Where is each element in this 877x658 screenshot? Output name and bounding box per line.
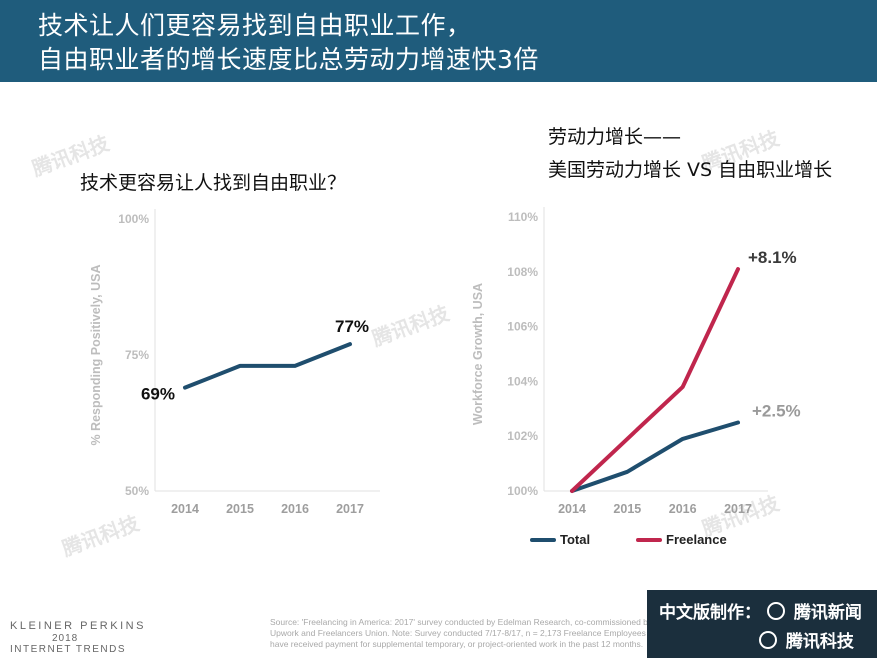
y-axis-label: Workforce Growth, USA bbox=[471, 283, 485, 425]
legend-label-total: Total bbox=[560, 532, 591, 547]
y-tick-label: 108% bbox=[507, 265, 538, 279]
credit-logo-icon bbox=[766, 602, 785, 620]
right-line-chart: 100% 102% 104% 106% 108% 110% 2014 2015 2016 2017… bbox=[471, 207, 801, 516]
footer-brand-year: 2018 bbox=[52, 633, 79, 644]
credit-panel: 中文版制作： 腾讯新闻 腾讯科技 bbox=[647, 590, 877, 658]
y-tick-label: 106% bbox=[507, 320, 538, 334]
series-line bbox=[183, 342, 352, 390]
y-tick-label: 100% bbox=[118, 212, 149, 226]
right-chart-subtitle: 美国劳动力增长 VS 自由职业增长 bbox=[548, 159, 833, 181]
x-tick-label: 2014 bbox=[171, 502, 199, 516]
y-tick-label: 50% bbox=[125, 484, 149, 498]
y-tick-label: 100% bbox=[507, 484, 538, 498]
credit-prefix: 中文版制作： bbox=[659, 603, 761, 623]
header-title-line1: 技术让人们更容易找到自由职业工作， bbox=[38, 11, 472, 40]
data-label-end: 77% bbox=[335, 317, 369, 336]
y-axis-label: % Responding Positively, USA bbox=[89, 264, 103, 445]
x-tick-label: 2014 bbox=[558, 502, 586, 516]
x-tick-label: 2017 bbox=[336, 502, 364, 516]
x-tick-label: 2016 bbox=[281, 502, 309, 516]
right-chart-title: 劳动力增长—— bbox=[548, 126, 682, 148]
footer-brand-name: KLEINER PERKINS bbox=[10, 620, 146, 632]
credit-news-line: 中文版制作： 腾讯新闻 bbox=[659, 598, 862, 623]
left-chart-title: 技术更容易让人找到自由职业？ bbox=[80, 172, 347, 194]
credit-logo-icon bbox=[759, 631, 777, 649]
series-line-freelance bbox=[570, 267, 740, 493]
header-title-line2: 自由职业者的增长速度比总劳动力增速快3倍 bbox=[38, 45, 539, 74]
credit-news: 腾讯新闻 bbox=[793, 603, 862, 623]
x-tick-label: 2015 bbox=[613, 502, 641, 516]
data-label-start: 69% bbox=[141, 385, 175, 404]
header-banner: 技术让人们更容易找到自由职业工作， 自由职业者的增长速度比总劳动力增速快3倍 bbox=[0, 0, 877, 82]
source-note: Source: 'Freelancing in America: 2017' s… bbox=[270, 617, 663, 649]
y-tick-label: 104% bbox=[507, 374, 538, 388]
legend-label-freelance: Freelance bbox=[666, 532, 727, 547]
credit-tech-line: 腾讯科技 bbox=[759, 627, 854, 652]
data-label-total: +2.5% bbox=[752, 402, 801, 421]
x-tick-label: 2017 bbox=[724, 502, 752, 516]
x-tick-label: 2016 bbox=[669, 502, 697, 516]
legend-swatch-freelance bbox=[636, 538, 662, 542]
y-tick-label: 110% bbox=[508, 210, 538, 224]
x-tick-label: 2015 bbox=[226, 502, 254, 516]
y-tick-label: 102% bbox=[507, 429, 538, 443]
footer-brand-report: INTERNET TRENDS bbox=[10, 644, 127, 655]
left-line-chart: 50% 75% 100% 2014 2015 2016 2017 % Responding P… bbox=[89, 209, 380, 516]
credit-tech: 腾讯科技 bbox=[785, 632, 854, 652]
series-line-total bbox=[570, 420, 740, 493]
y-tick-label: 75% bbox=[125, 348, 149, 362]
legend-swatch-total bbox=[530, 538, 556, 542]
data-label-freelance: +8.1% bbox=[748, 248, 797, 267]
